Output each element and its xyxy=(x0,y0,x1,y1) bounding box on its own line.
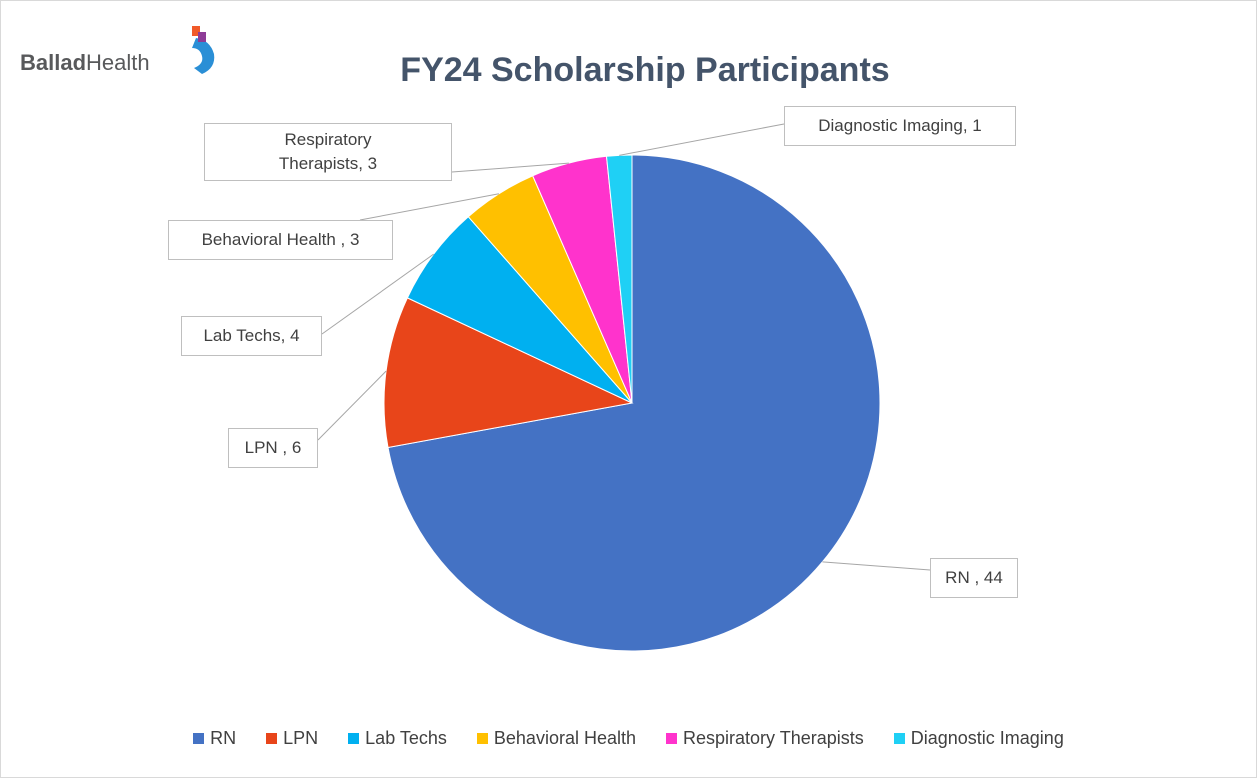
legend-swatch xyxy=(266,733,278,744)
data-label: RN , 44 xyxy=(930,558,1018,598)
legend-label: Lab Techs xyxy=(365,728,447,748)
logo-regular: Health xyxy=(86,50,150,75)
legend-swatch xyxy=(348,733,360,744)
data-label: Diagnostic Imaging, 1 xyxy=(784,106,1016,146)
legend: RN LPN Lab Techs Behavioral Health Respirato… xyxy=(0,728,1257,749)
legend-label: Respiratory Therapists xyxy=(683,728,864,748)
legend-label: Diagnostic Imaging xyxy=(910,728,1064,748)
leader-line xyxy=(321,253,434,335)
legend-item: Diagnostic Imaging xyxy=(893,728,1064,749)
data-label: Behavioral Health , 3 xyxy=(168,220,393,260)
leader-line xyxy=(451,162,569,173)
legend-swatch xyxy=(193,733,205,744)
legend-swatch xyxy=(476,733,488,744)
legend-item: Behavioral Health xyxy=(476,728,636,749)
leader-line xyxy=(822,561,931,571)
legend-item: Lab Techs xyxy=(348,728,447,749)
data-label: LPN , 6 xyxy=(228,428,318,468)
legend-label: LPN xyxy=(283,728,319,748)
legend-swatch xyxy=(893,733,905,744)
leader-line xyxy=(317,370,387,441)
legend-label: RN xyxy=(210,728,237,748)
leader-line xyxy=(619,123,785,156)
logo-bold: Ballad xyxy=(20,50,87,75)
logo-mark xyxy=(192,26,215,74)
legend-swatch xyxy=(666,733,677,744)
legend-item: RN xyxy=(193,728,236,749)
chart-title: FY24 Scholarship Participants xyxy=(400,51,889,89)
legend-label: Behavioral Health xyxy=(493,728,636,748)
legend-item: LPN xyxy=(266,728,318,749)
data-label: Lab Techs, 4 xyxy=(181,316,322,356)
leader-line xyxy=(359,193,499,221)
logo: BalladHealth xyxy=(20,50,150,76)
pie-slice xyxy=(387,154,881,652)
data-label: Respiratory Therapists, 3 xyxy=(204,123,452,181)
legend-item: Respiratory Therapists xyxy=(666,728,864,749)
pie-slice xyxy=(605,154,633,404)
